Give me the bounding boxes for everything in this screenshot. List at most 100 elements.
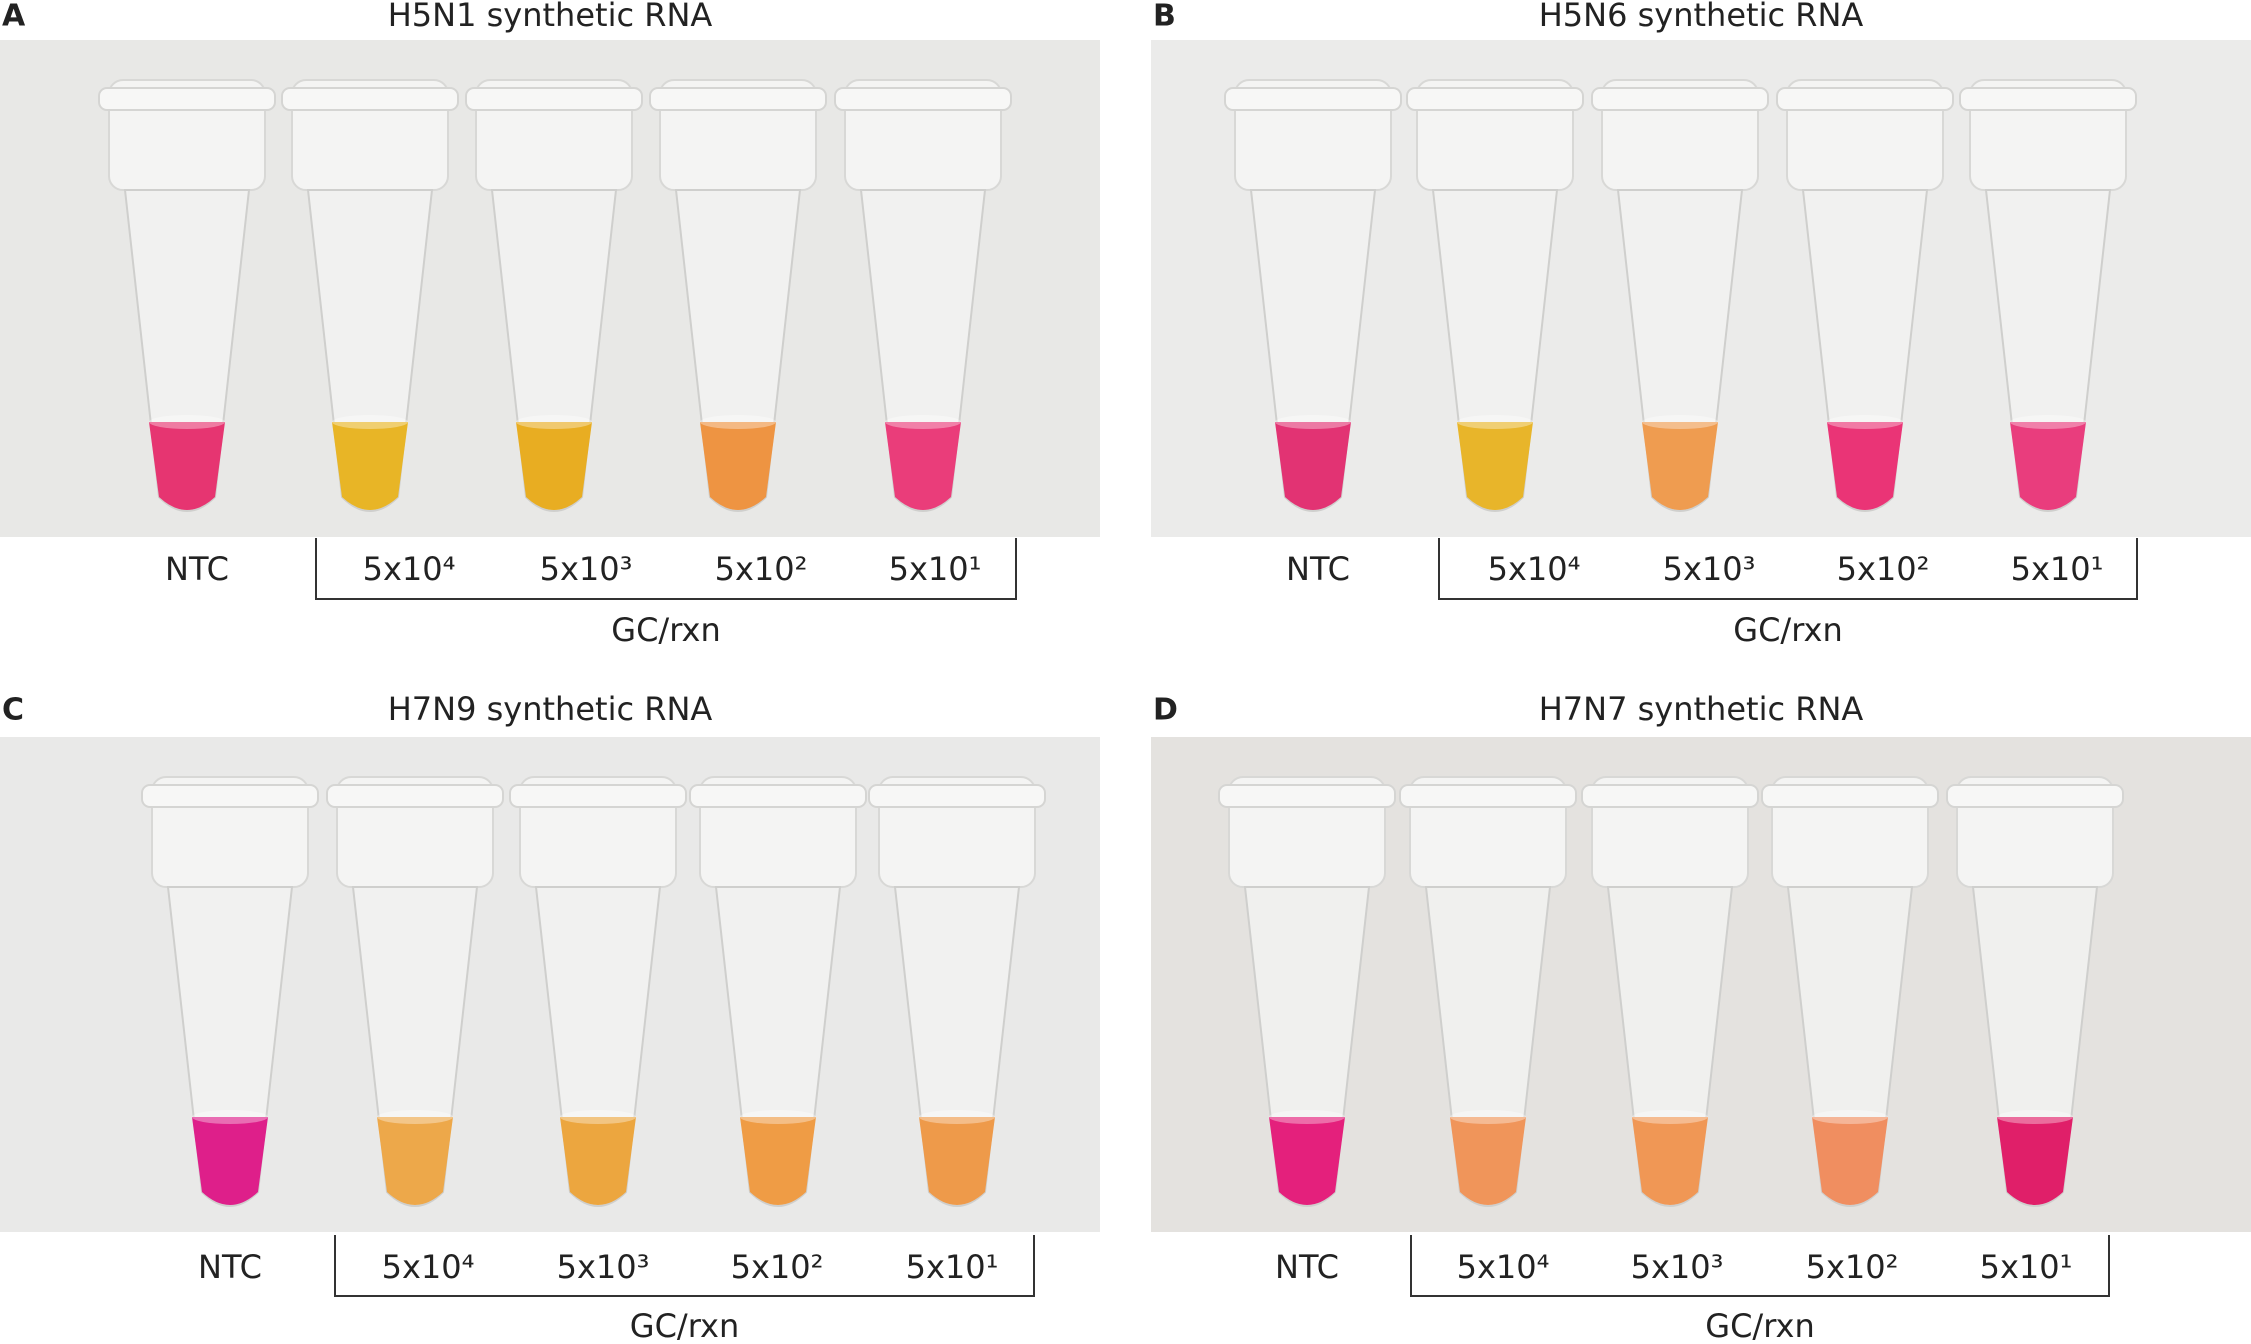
bracket	[334, 1235, 1035, 1297]
tube-rim	[1591, 87, 1769, 111]
tube-rim	[834, 87, 1012, 111]
tube-rim	[141, 784, 319, 808]
liquid-surface	[740, 1110, 816, 1124]
tube-label: 5x10⁴	[1457, 1248, 1550, 1286]
tube-rim	[509, 784, 687, 808]
panel-letter: D	[1153, 693, 1178, 728]
tube-rim	[1776, 87, 1954, 111]
liquid-surface	[1457, 415, 1533, 429]
liquid-surface	[1275, 415, 1351, 429]
liquid	[1269, 1117, 1345, 1205]
tube-rim	[326, 784, 504, 808]
tube-rim	[1761, 784, 1939, 808]
panel-letter: C	[2, 693, 24, 728]
tube-label: NTC	[198, 1248, 262, 1286]
liquid-surface	[700, 415, 776, 429]
tube-label: 5x10⁴	[1488, 550, 1581, 588]
unit-label: GC/rxn	[1733, 611, 1842, 649]
liquid-surface	[1812, 1110, 1888, 1124]
tube-label: 5x10³	[557, 1248, 650, 1286]
liquid	[192, 1117, 268, 1205]
liquid-surface	[192, 1110, 268, 1124]
liquid-surface	[885, 415, 961, 429]
liquid	[1275, 422, 1351, 510]
liquid-surface	[1632, 1110, 1708, 1124]
liquid-surface	[919, 1110, 995, 1124]
panel-title: H7N7 synthetic RNA	[1539, 690, 1864, 728]
tube-label: 5x10²	[1806, 1248, 1899, 1286]
liquid	[740, 1117, 816, 1205]
tube-rim	[868, 784, 1046, 808]
panel: A H5N1 synthetic RNA NTC 5x10⁴ 5x10³ 5x10² 5x1…	[0, 0, 1100, 649]
unit-label: GC/rxn	[1705, 1307, 1814, 1344]
unit-label: GC/rxn	[611, 611, 720, 649]
tube-rim	[465, 87, 643, 111]
panel-letter: B	[1153, 0, 1176, 34]
tube-label: 5x10⁴	[363, 550, 456, 588]
tube-label: NTC	[165, 550, 229, 588]
panel-title: H7N9 synthetic RNA	[388, 690, 713, 728]
panel-letter: A	[2, 0, 26, 34]
bracket	[1410, 1235, 2110, 1297]
liquid	[1997, 1117, 2073, 1205]
liquid-surface	[560, 1110, 636, 1124]
liquid	[919, 1117, 995, 1205]
tube-label: 5x10¹	[1980, 1248, 2073, 1286]
panel: B H5N6 synthetic RNA NTC 5x10⁴ 5x10³ 5x10² 5x1…	[1151, 0, 2251, 649]
liquid-surface	[1642, 415, 1718, 429]
liquid	[1827, 422, 1903, 510]
tube-label: 5x10¹	[2011, 550, 2104, 588]
liquid	[149, 422, 225, 510]
liquid	[2010, 422, 2086, 510]
tube-rim	[98, 87, 276, 111]
liquid-surface	[516, 415, 592, 429]
tube-label: 5x10¹	[889, 550, 982, 588]
tube-rim	[1581, 784, 1759, 808]
liquid-surface	[1269, 1110, 1345, 1124]
liquid	[1457, 422, 1533, 510]
liquid-surface	[1450, 1110, 1526, 1124]
liquid	[700, 422, 776, 510]
panel: D H7N7 synthetic RNA NTC 5x10⁴ 5x10³ 5x10² 5x1…	[1151, 690, 2251, 1344]
tube-rim	[1224, 87, 1402, 111]
bracket	[1438, 538, 2138, 600]
tube-rim	[1959, 87, 2137, 111]
tube-label: 5x10²	[715, 550, 808, 588]
tube-label: 5x10³	[540, 550, 633, 588]
liquid-surface	[1997, 1110, 2073, 1124]
tube-rim	[649, 87, 827, 111]
tube-label: NTC	[1286, 550, 1350, 588]
liquid-surface	[149, 415, 225, 429]
liquid	[885, 422, 961, 510]
tube-label: 5x10³	[1631, 1248, 1724, 1286]
tube-rim	[1406, 87, 1584, 111]
liquid	[1812, 1117, 1888, 1205]
tube-rim	[1946, 784, 2124, 808]
tube-label: 5x10²	[731, 1248, 824, 1286]
liquid	[516, 422, 592, 510]
panel: C H7N9 synthetic RNA NTC 5x10⁴ 5x10³ 5x10² 5x1…	[0, 690, 1100, 1344]
liquid-surface	[1827, 415, 1903, 429]
tube-label: 5x10²	[1837, 550, 1930, 588]
panel-title: H5N1 synthetic RNA	[388, 0, 713, 34]
liquid	[332, 422, 408, 510]
liquid-surface	[2010, 415, 2086, 429]
liquid	[1450, 1117, 1526, 1205]
tube-label: 5x10³	[1663, 550, 1756, 588]
liquid-surface	[332, 415, 408, 429]
tube-label: 5x10⁴	[382, 1248, 475, 1286]
liquid	[560, 1117, 636, 1205]
tube-label: 5x10¹	[906, 1248, 999, 1286]
unit-label: GC/rxn	[630, 1307, 739, 1344]
tube-rim	[689, 784, 867, 808]
liquid-surface	[377, 1110, 453, 1124]
tube-rim	[1218, 784, 1396, 808]
tube-label: NTC	[1275, 1248, 1339, 1286]
tube-rim	[1399, 784, 1577, 808]
bracket	[315, 538, 1017, 600]
panel-title: H5N6 synthetic RNA	[1539, 0, 1864, 34]
liquid	[1642, 422, 1718, 510]
tube-rim	[281, 87, 459, 111]
liquid	[1632, 1117, 1708, 1205]
